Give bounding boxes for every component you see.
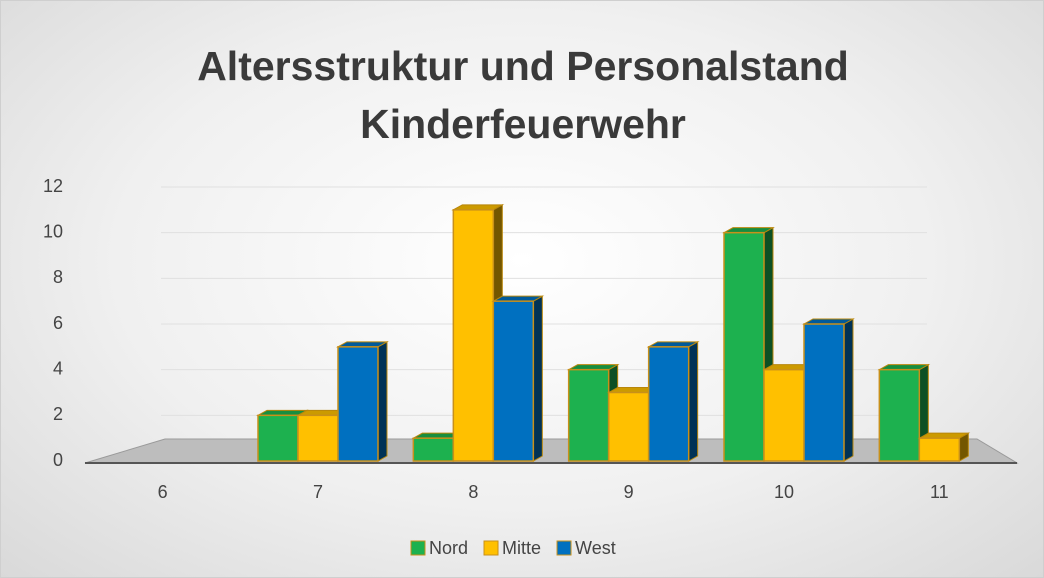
y-tick-label: 8 — [53, 267, 63, 287]
x-tick-label: 9 — [624, 482, 634, 502]
bar-top — [646, 341, 700, 348]
bar — [567, 368, 610, 462]
x-tick-label: 6 — [158, 482, 168, 502]
bar — [763, 368, 805, 462]
chart-title: Altersstruktur und Personalstand Kinderf… — [197, 43, 849, 147]
legend-swatch — [483, 540, 499, 556]
bar-top — [722, 227, 775, 234]
bar — [412, 437, 455, 462]
bar-side — [843, 318, 854, 462]
bar — [803, 323, 845, 462]
legend-label: Nord — [429, 538, 468, 558]
x-tick-label: 11 — [930, 482, 949, 502]
y-tick-label: 10 — [43, 221, 63, 241]
bar-side — [377, 340, 388, 462]
bar-side — [532, 295, 543, 462]
legend-swatch — [410, 540, 426, 556]
legend-swatch — [556, 540, 572, 556]
x-tick-label: 7 — [313, 482, 323, 502]
bar — [607, 391, 650, 462]
bar — [723, 231, 765, 462]
y-tick-label: 4 — [53, 358, 63, 378]
bar-side — [688, 340, 699, 462]
legend-label: West — [575, 538, 616, 558]
x-tick-label: 8 — [468, 482, 478, 502]
bar — [647, 346, 690, 462]
y-tick-label: 6 — [53, 313, 63, 333]
bar — [878, 368, 921, 462]
bar — [492, 300, 535, 462]
bar — [297, 414, 339, 462]
bar-top — [336, 341, 389, 348]
y-tick-label: 12 — [43, 176, 63, 196]
legend-label: Mitte — [502, 538, 541, 558]
y-tick-label: 0 — [53, 450, 63, 470]
y-tick-label: 2 — [53, 404, 63, 424]
bar — [257, 414, 299, 462]
x-tick-label: 10 — [774, 482, 794, 502]
bar — [337, 346, 379, 462]
floor — [84, 438, 1019, 464]
bar — [918, 437, 961, 462]
bar — [452, 209, 495, 462]
